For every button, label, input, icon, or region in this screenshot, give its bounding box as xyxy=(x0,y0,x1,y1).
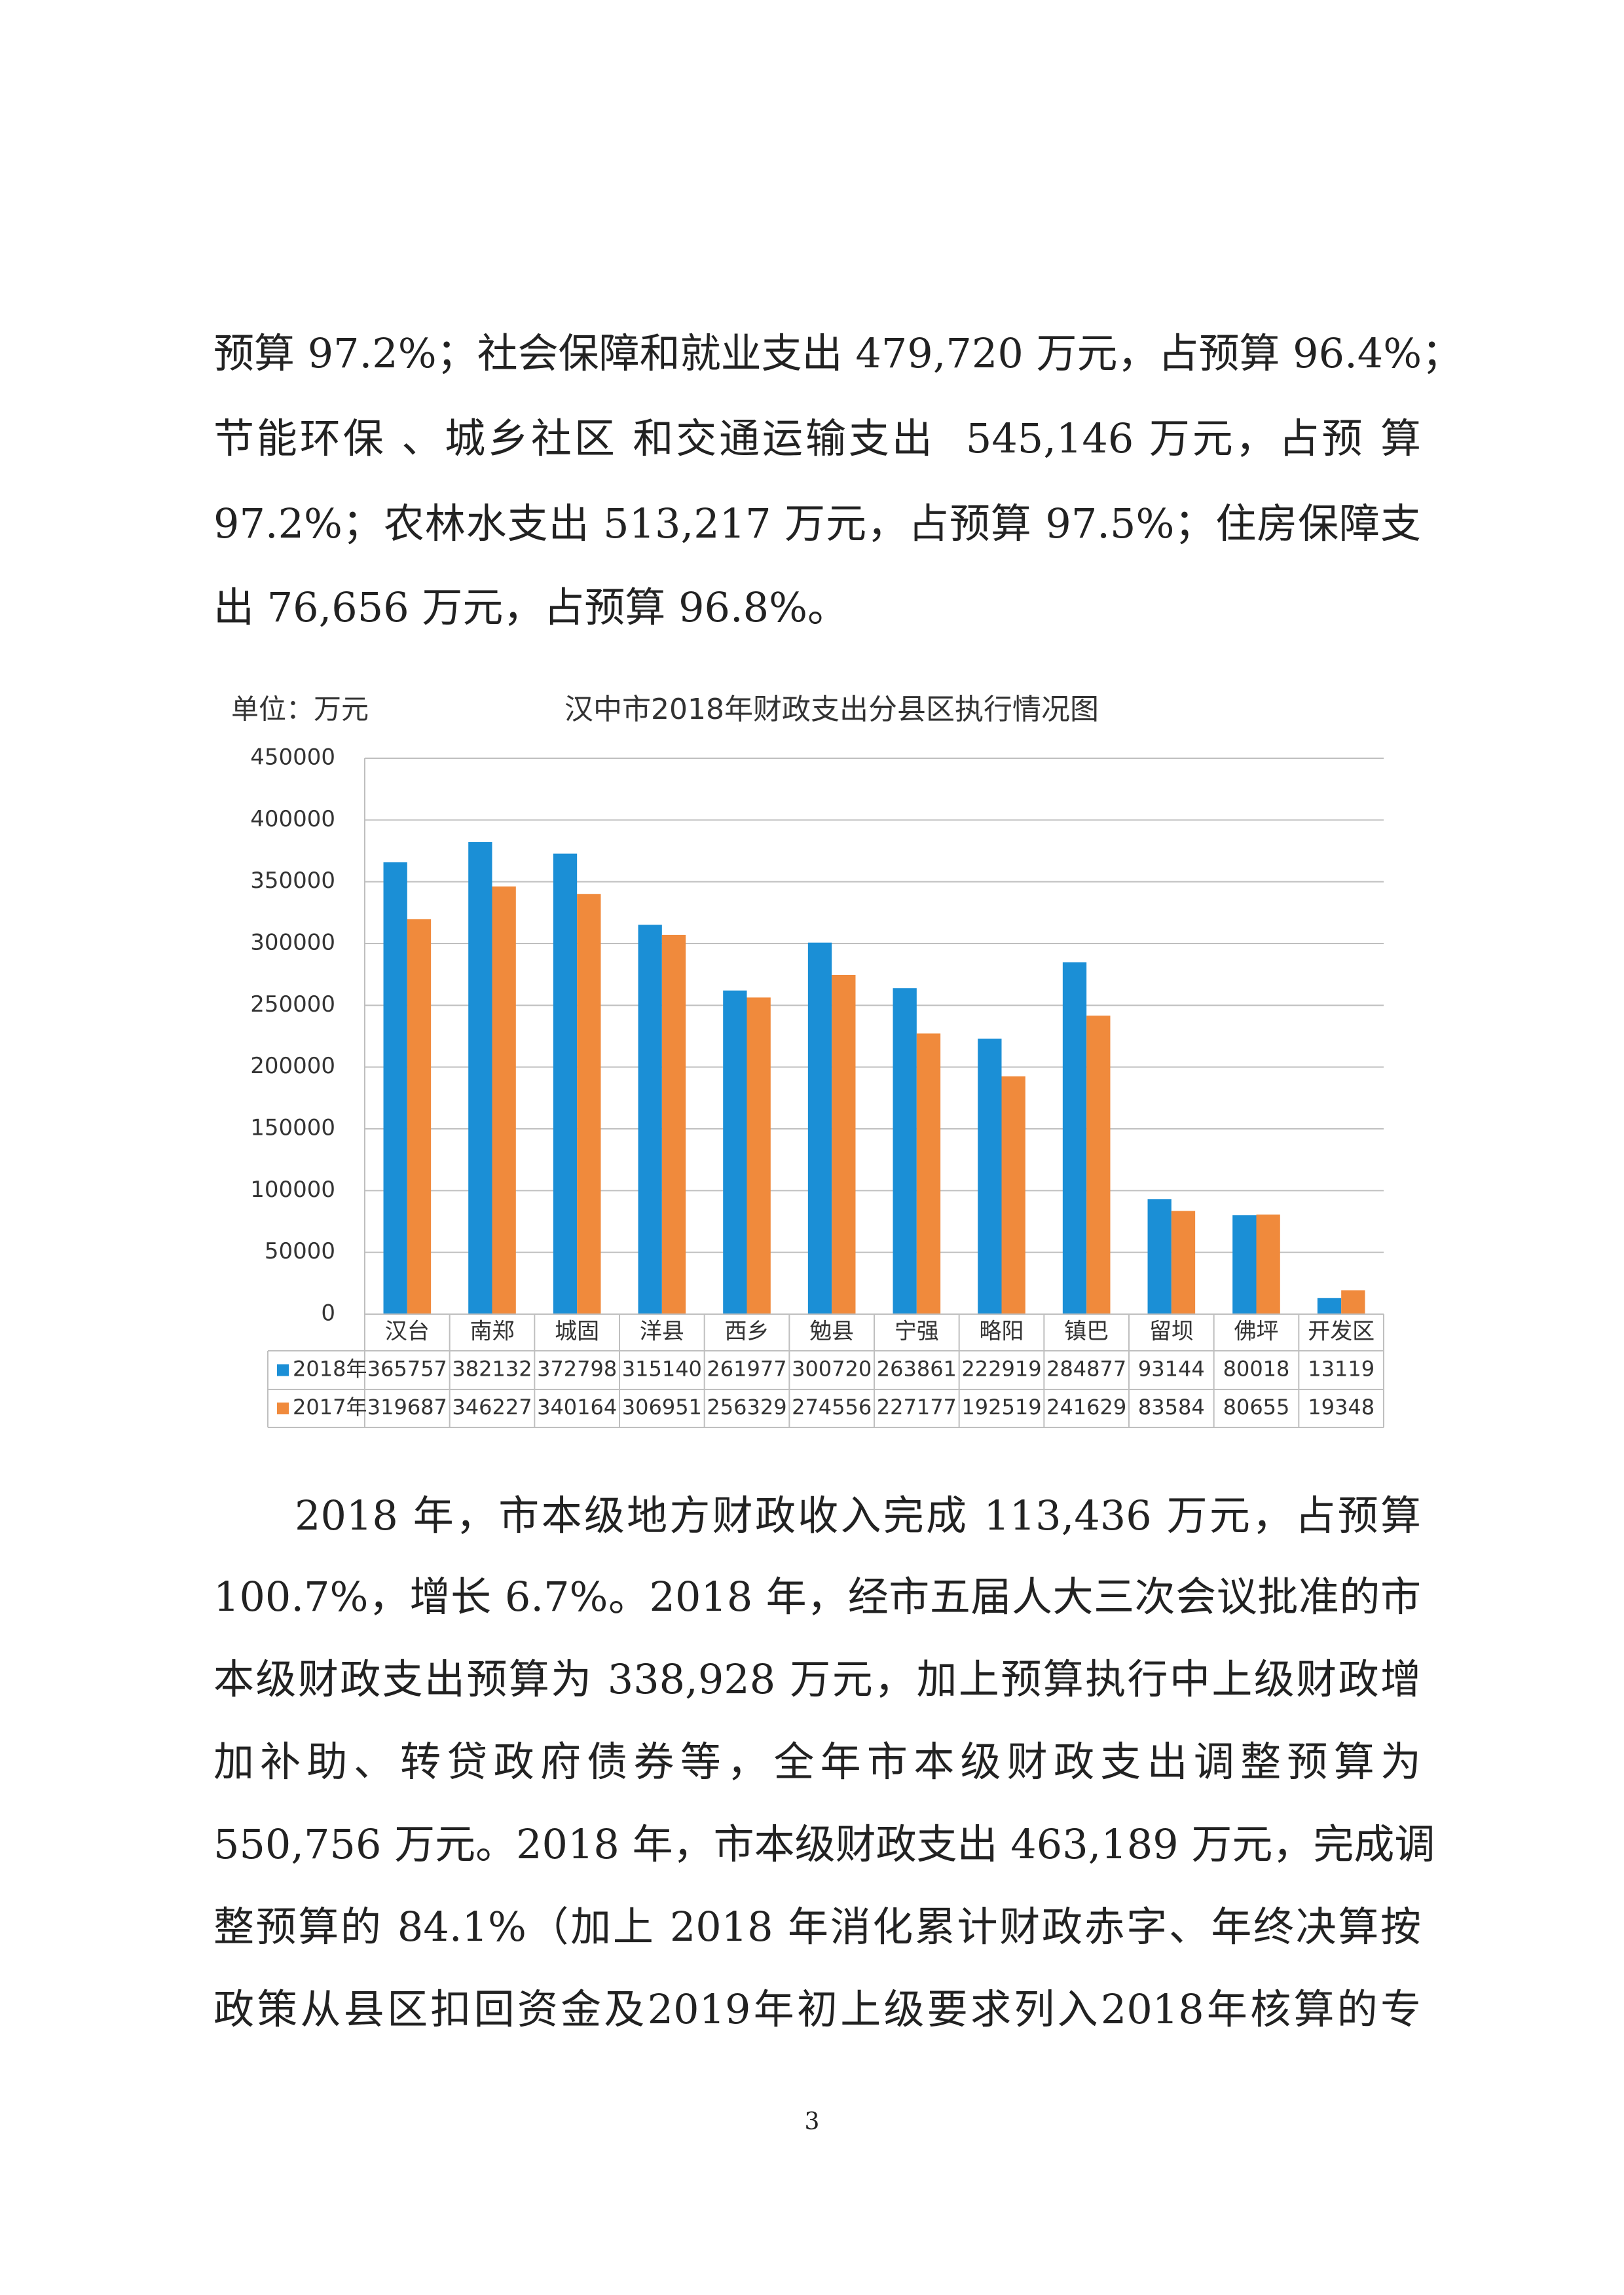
bar xyxy=(1256,1214,1280,1314)
text-line: 政策从县区扣回资金及2019年初上级要求列入2018年核算的专 xyxy=(213,1985,1421,2033)
x-tick-label: 西乡 xyxy=(725,1319,769,1345)
x-tick-label: 城固 xyxy=(555,1319,599,1345)
table-cell: 315140 xyxy=(622,1357,702,1382)
bar xyxy=(638,925,662,1314)
bar xyxy=(916,1033,941,1314)
x-tick-label: 宁强 xyxy=(895,1319,939,1345)
x-tick-label: 勉县 xyxy=(809,1319,854,1345)
text-line: 整预算的 84.1%（加上 2018 年消化累计财政赤字、年终决算按 xyxy=(213,1903,1421,1951)
legend-label: 2017年 xyxy=(293,1395,367,1420)
y-tick-label: 0 xyxy=(321,1300,335,1327)
bar xyxy=(1317,1298,1342,1314)
y-tick-label: 450000 xyxy=(250,744,335,771)
bar xyxy=(807,942,832,1314)
x-tick-label: 佛坪 xyxy=(1234,1319,1279,1345)
table-cell: 227177 xyxy=(877,1395,957,1420)
bar xyxy=(553,853,578,1314)
y-tick-label: 150000 xyxy=(250,1115,335,1141)
table-cell: 340164 xyxy=(537,1395,617,1420)
bar xyxy=(468,842,492,1314)
bar xyxy=(832,975,856,1314)
bar xyxy=(1062,962,1087,1314)
table-cell: 300720 xyxy=(792,1357,872,1382)
bar xyxy=(747,997,771,1314)
text-line: 550,756 万元。2018 年，市本级财政支出 463,189 万元，完成调 xyxy=(213,1820,1435,1868)
x-tick-label: 镇巴 xyxy=(1064,1319,1109,1345)
bar xyxy=(1147,1199,1172,1314)
text-line: 预算 97.2%；社会保障和就业支出 479,720 万元，占预算 96.4%； xyxy=(213,329,1463,377)
table-cell: 263861 xyxy=(877,1357,957,1382)
table-cell: 382132 xyxy=(452,1357,532,1382)
x-tick-label: 洋县 xyxy=(640,1319,684,1345)
unit-label: 单位：万元 xyxy=(231,693,369,725)
bar xyxy=(1171,1211,1196,1314)
text-line: 2018 年，市本级地方财政收入完成 113,436 万元，占预算 xyxy=(295,1492,1421,1539)
bar xyxy=(1232,1215,1257,1314)
x-tick-label: 开发区 xyxy=(1308,1319,1375,1345)
y-tick-label: 250000 xyxy=(250,991,335,1018)
legend-label: 2018年 xyxy=(293,1357,367,1382)
table-cell: 306951 xyxy=(622,1395,702,1420)
table-cell: 284877 xyxy=(1046,1357,1126,1382)
page-number: 3 xyxy=(804,2108,820,2135)
text-line: 加补助、转贷政府债券等，全年市本级财政支出调整预算为 xyxy=(213,1738,1421,1786)
y-tick-label: 100000 xyxy=(250,1177,335,1203)
table-cell: 19348 xyxy=(1308,1395,1375,1420)
table-cell: 256329 xyxy=(707,1395,786,1420)
y-tick-label: 350000 xyxy=(250,868,335,894)
table-cell: 365757 xyxy=(367,1357,447,1382)
chart-title: 汉中市2018年财政支出分县区执行情况图 xyxy=(564,693,1099,726)
x-tick-label: 略阳 xyxy=(980,1319,1024,1345)
table-cell: 261977 xyxy=(707,1357,786,1382)
bar xyxy=(1086,1016,1111,1314)
x-tick-label: 南郑 xyxy=(470,1319,515,1345)
text-line: 97.2%；农林水支出 513,217 万元，占预算 97.5%；住房保障支 xyxy=(213,500,1421,547)
bar xyxy=(978,1038,1002,1314)
table-cell: 13119 xyxy=(1308,1357,1375,1382)
table-cell: 319687 xyxy=(367,1395,447,1420)
bar xyxy=(492,886,516,1314)
y-tick-label: 300000 xyxy=(250,930,335,956)
table-cell: 83584 xyxy=(1138,1395,1205,1420)
bar xyxy=(661,934,686,1314)
bar xyxy=(383,862,407,1314)
table-cell: 274556 xyxy=(792,1395,872,1420)
bar xyxy=(893,988,917,1314)
bar xyxy=(1001,1076,1025,1314)
legend-swatch xyxy=(277,1403,289,1414)
table-cell: 80655 xyxy=(1223,1395,1290,1420)
table-cell: 192519 xyxy=(961,1395,1041,1420)
table-cell: 93144 xyxy=(1138,1357,1205,1382)
y-tick-label: 400000 xyxy=(250,806,335,832)
table-cell: 372798 xyxy=(537,1357,617,1382)
x-tick-label: 留坝 xyxy=(1149,1319,1194,1345)
bar xyxy=(407,919,432,1314)
legend-swatch xyxy=(277,1364,289,1376)
table-cell: 80018 xyxy=(1223,1357,1290,1382)
text-line: 本级财政支出预算为 338,928 万元，加上预算执行中上级财政增 xyxy=(213,1655,1421,1703)
y-tick-label: 200000 xyxy=(250,1053,335,1079)
text-line: 节能环保 、城乡社区 和交通运输支出 545,146 万元，占预 算 xyxy=(213,414,1421,462)
y-tick-label: 50000 xyxy=(265,1238,335,1264)
bar xyxy=(1341,1290,1365,1314)
text-line: 100.7%，增长 6.7%。2018 年，经市五届人大三次会议批准的市 xyxy=(213,1573,1421,1621)
bar xyxy=(577,894,601,1314)
bar xyxy=(723,990,747,1314)
text-line: 出 76,656 万元，占预算 96.8%。 xyxy=(213,583,849,631)
x-tick-label: 汉台 xyxy=(385,1319,430,1345)
table-cell: 222919 xyxy=(961,1357,1041,1382)
table-cell: 346227 xyxy=(452,1395,532,1420)
table-cell: 241629 xyxy=(1046,1395,1126,1420)
